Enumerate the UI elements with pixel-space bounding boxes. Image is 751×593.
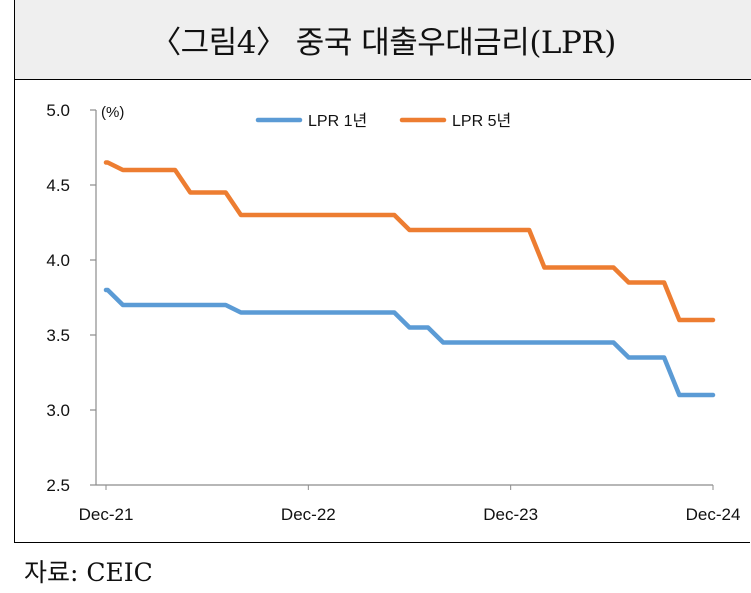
- y-tick-label: 4.0: [46, 251, 70, 270]
- x-tick-label: Dec-23: [483, 505, 538, 524]
- y-tick-label: 5.0: [46, 101, 70, 120]
- title-bar: 〈그림4〉 중국 대출우대금리(LPR): [15, 0, 751, 80]
- legend-label: LPR 5년: [452, 112, 511, 130]
- x-tick-label: Dec-24: [686, 505, 741, 524]
- y-tick-label: 3.0: [46, 401, 70, 420]
- y-tick-label: 2.5: [46, 476, 70, 495]
- source-note: 자료: CEIC: [24, 558, 153, 587]
- figure-frame: [14, 0, 750, 543]
- chart-legend: LPR 1년 LPR 5년: [255, 112, 511, 130]
- y-tick-label: 3.5: [46, 326, 70, 345]
- legend-label: LPR 1년: [308, 112, 367, 130]
- y-tick-label: 4.5: [46, 176, 70, 195]
- x-tick-label: Dec-21: [79, 505, 134, 524]
- series-line-lpr-5y: [103, 160, 716, 323]
- chart-lines: [103, 160, 716, 398]
- x-tick-label: Dec-22: [281, 505, 336, 524]
- line-chart: 2.5 3.0 3.5 4.0 4.5 5.0 (%) Dec-21 Dec-22 Dec-23 D…: [46, 101, 740, 524]
- chart-axes: 2.5 3.0 3.5 4.0 4.5 5.0 (%) Dec-21 Dec-22 Dec-23 D…: [46, 101, 740, 524]
- figure-title: 〈그림4〉 중국 대출우대금리(LPR): [150, 25, 616, 61]
- series-line-lpr-1y: [103, 287, 716, 398]
- y-axis-label: (%): [101, 104, 124, 121]
